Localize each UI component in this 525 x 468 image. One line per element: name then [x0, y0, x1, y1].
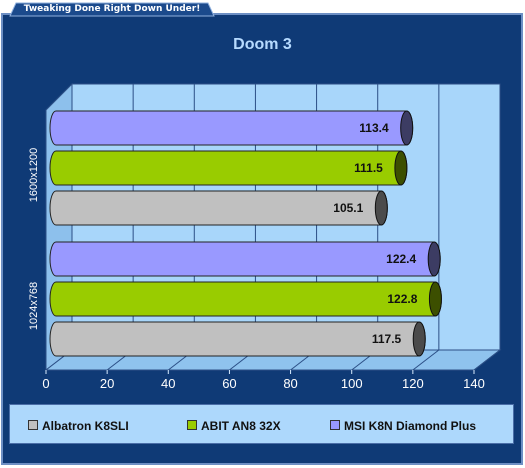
legend-item-2: MSI K8N Diamond Plus	[330, 419, 476, 433]
legend-swatch	[28, 420, 38, 430]
legend: Albatron K8SLI ABIT AN8 32X MSI K8N Diam…	[9, 404, 514, 444]
bar-cap	[394, 150, 408, 186]
bar	[49, 110, 414, 146]
x-tick-label: 40	[161, 376, 175, 391]
bar-cap	[412, 321, 426, 357]
category-labels: 1600x1200 1024x768	[28, 148, 40, 330]
legend-label: MSI K8N Diamond Plus	[344, 419, 477, 433]
bar-cap-shade	[428, 242, 441, 276]
legend-item-0: Albatron K8SLI	[28, 419, 129, 433]
category-label: 1024x768	[28, 282, 40, 330]
bar-cap	[400, 110, 414, 146]
bar-cap-shade	[400, 111, 413, 145]
bar	[49, 321, 426, 357]
category-label: 1600x1200	[28, 148, 40, 202]
grid-line	[412, 349, 440, 371]
data-label: 122.8	[387, 292, 417, 306]
tagline-text: Tweaking Done Right Down Under!	[23, 4, 201, 14]
bar-cap	[428, 281, 442, 317]
bar-cap-shade	[413, 322, 426, 356]
bar-cap-shade	[375, 191, 388, 225]
grid-line	[473, 349, 501, 371]
x-axis: 0 20 40 60 80 100 120 140	[42, 369, 485, 391]
data-label: 113.4	[359, 121, 389, 135]
bar	[49, 281, 442, 317]
bars: 113.4 111.5 105.1 122.4 122.8 117.5	[49, 110, 442, 357]
x-tick-label: 120	[402, 376, 424, 391]
data-label: 105.1	[333, 201, 363, 215]
legend-label: ABIT AN8 32X	[201, 419, 281, 433]
legend-swatch	[187, 420, 197, 430]
bar-cap	[427, 241, 441, 277]
legend-swatch	[330, 420, 340, 430]
data-label: 117.5	[372, 332, 402, 346]
x-tick-label: 60	[222, 376, 236, 391]
x-tick-label: 0	[42, 376, 49, 391]
x-tick-label: 100	[341, 376, 363, 391]
data-label: 122.4	[386, 252, 416, 266]
legend-item-1: ABIT AN8 32X	[187, 419, 281, 433]
x-tick-label: 140	[463, 376, 485, 391]
tagline-tab	[9, 2, 215, 17]
bar	[49, 241, 441, 277]
data-label: 111.5	[354, 161, 383, 175]
bar-cap	[374, 190, 388, 226]
x-tick-label: 20	[100, 376, 114, 391]
chart-title: Doom 3	[233, 36, 292, 53]
bar-cap-shade	[429, 282, 442, 316]
bar-cap-shade	[394, 151, 407, 185]
x-tick-label: 80	[283, 376, 297, 391]
legend-label: Albatron K8SLI	[42, 419, 129, 433]
